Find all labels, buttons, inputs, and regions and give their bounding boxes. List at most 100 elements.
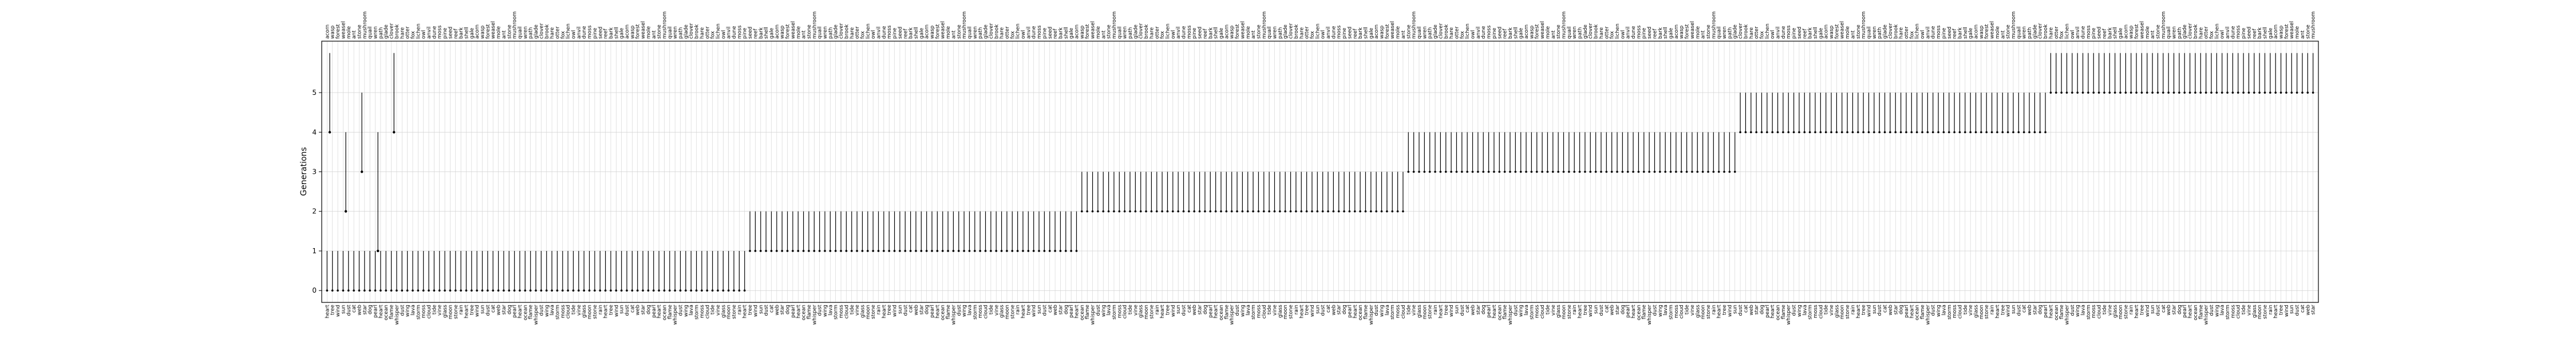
x-label-top-222: shell <box>1513 27 1519 39</box>
x-label-bottom-321: pearl <box>2043 305 2049 318</box>
x-label-bottom-369: cat <box>2300 305 2306 313</box>
x-label-top-71: otter <box>705 26 710 39</box>
x-label-top-175: mushroom <box>1262 11 1267 39</box>
x-label-bottom-211: sun <box>1454 305 1460 314</box>
node-start-176 <box>1268 210 1270 213</box>
node-start-76 <box>733 289 735 292</box>
x-label-bottom-358: tide <box>2241 305 2247 315</box>
node-start-98 <box>850 250 853 252</box>
x-label-top-302: pine <box>1941 27 1947 39</box>
x-label-top-248: reef <box>1652 28 1658 39</box>
node-start-220 <box>1503 170 1506 173</box>
x-label-bottom-290: dust <box>1877 305 1883 316</box>
node-start-45 <box>567 289 569 292</box>
node-start-147 <box>1113 210 1115 213</box>
x-label-bottom-327: wing <box>2075 305 2081 317</box>
x-label-bottom-30: dust <box>485 305 491 316</box>
x-label-top-273: moss <box>1786 25 1792 39</box>
x-label-top-237: brook <box>1594 24 1599 39</box>
x-label-bottom-94: lava <box>828 305 833 316</box>
extra-node-2 <box>360 170 364 173</box>
x-label-top-289: wren <box>1872 26 1878 39</box>
y-tick-label-4: 4 <box>312 128 317 136</box>
node-start-265 <box>1744 131 1747 134</box>
x-label-top-194: shell <box>1363 27 1369 39</box>
node-start-352 <box>2210 91 2212 94</box>
x-label-top-97: brook <box>844 24 850 39</box>
node-start-227 <box>1541 170 1543 173</box>
x-label-top-168: acorn <box>1224 25 1230 39</box>
x-label-bottom-306: tide <box>1963 305 1969 315</box>
x-label-top-284: mole <box>1845 26 1851 39</box>
x-label-bottom-93: wing <box>823 305 828 317</box>
x-label-bottom-106: wind <box>892 305 898 317</box>
x-label-top-24: reef <box>453 28 459 39</box>
x-label-bottom-328: lava <box>2081 305 2087 316</box>
x-label-top-45: lichen <box>566 23 571 39</box>
x-label-top-131: anvil <box>1026 26 1032 39</box>
x-label-top-347: glade <box>2182 25 2188 39</box>
node-start-364 <box>2274 91 2277 94</box>
x-label-bottom-302: lava <box>1941 305 1947 316</box>
x-label-bottom-295: pearl <box>1904 305 1910 318</box>
x-label-top-133: moss <box>1037 25 1042 39</box>
node-start-235 <box>1584 170 1586 173</box>
x-label-top-15: otter <box>405 26 411 39</box>
x-label-top-283: weasel <box>1840 21 1846 39</box>
node-start-100 <box>861 250 864 252</box>
x-label-bottom-282: glass <box>1834 305 1840 318</box>
x-label-top-103: anvil <box>876 26 882 39</box>
x-label-top-210: hare <box>1449 27 1455 39</box>
node-start-340 <box>2146 91 2148 94</box>
node-start-151 <box>1134 210 1137 213</box>
node-start-204 <box>1418 170 1420 173</box>
node-start-13 <box>396 289 398 292</box>
node-start-38 <box>529 289 532 292</box>
node-start-206 <box>1428 170 1431 173</box>
x-label-bottom-232: stone <box>1567 305 1573 319</box>
x-label-top-322: hare <box>2048 27 2054 39</box>
node-start-327 <box>2076 91 2079 94</box>
x-label-bottom-111: star <box>919 305 924 315</box>
node-start-183 <box>1305 210 1308 213</box>
node-start-175 <box>1263 210 1265 213</box>
x-label-bottom-121: storm <box>973 305 978 320</box>
x-label-top-277: bark <box>1808 27 1814 39</box>
node-start-81 <box>759 250 762 252</box>
node-start-185 <box>1316 210 1319 213</box>
x-label-top-25: bark <box>459 27 464 39</box>
node-start-269 <box>1766 131 1768 134</box>
x-label-top-363: gale <box>2268 27 2274 39</box>
node-start-16 <box>412 289 414 292</box>
x-label-bottom-293: star <box>1893 305 1899 315</box>
x-label-top-270: owl <box>1770 30 1776 39</box>
plot-marks <box>326 53 2314 292</box>
x-label-bottom-168: flame <box>1224 305 1230 320</box>
x-label-top-226: forest <box>1535 24 1540 39</box>
node-start-357 <box>2237 91 2239 94</box>
x-label-bottom-210: wind <box>1449 305 1455 317</box>
node-start-99 <box>856 250 858 252</box>
node-start-290 <box>1878 131 1881 134</box>
node-start-103 <box>877 250 880 252</box>
x-label-bottom-195: whisper <box>1369 305 1374 325</box>
x-label-top-162: pine <box>1192 27 1198 39</box>
x-label-top-317: wren <box>2022 26 2028 39</box>
x-label-bottom-194: flame <box>1363 305 1369 320</box>
x-label-top-276: reef <box>1802 28 1808 39</box>
x-label-bottom-7: star <box>362 305 368 315</box>
x-label-top-120: quail <box>967 26 973 39</box>
x-label-top-182: hare <box>1299 27 1305 39</box>
x-label-top-86: forest <box>785 24 791 39</box>
x-label-bottom-182: heart <box>1299 305 1305 318</box>
x-label-top-244: dune <box>1631 26 1637 39</box>
x-label-bottom-316: dust <box>2016 305 2022 316</box>
node-start-195 <box>1370 210 1372 213</box>
x-label-bottom-28: wind <box>475 305 480 317</box>
x-label-top-268: fox <box>1759 31 1765 39</box>
x-label-top-63: mushroom <box>662 11 667 39</box>
node-start-5 <box>353 289 355 292</box>
x-label-top-261: wren <box>1722 26 1728 39</box>
x-label-bottom-131: tree <box>1026 305 1032 316</box>
x-label-bottom-101: moon <box>866 305 871 319</box>
